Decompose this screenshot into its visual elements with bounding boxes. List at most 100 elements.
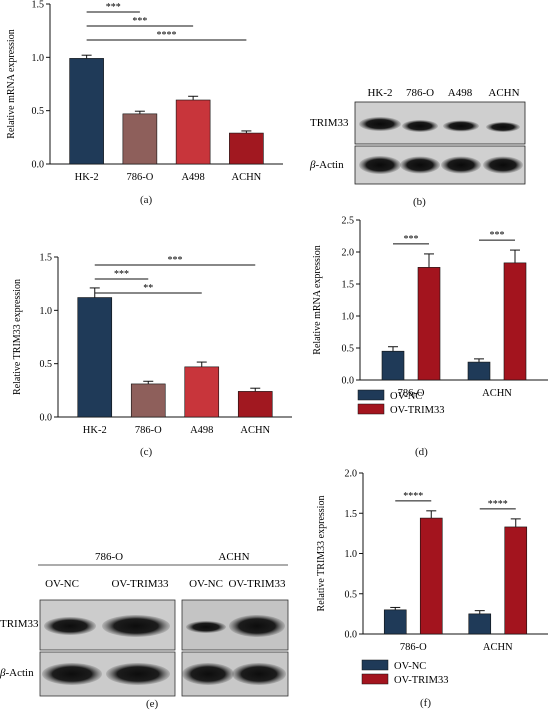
chart-c-bar-a498 — [184, 366, 220, 418]
chart-f-legend-label: OV-TRIM33 — [394, 675, 448, 686]
blot-b-row-trim33: TRIM33 — [310, 117, 349, 129]
blot-b-band-trim33-a498 — [443, 120, 479, 132]
chart-c-xtick-label: HK-2 — [83, 425, 107, 436]
panel-label-f: (f) — [420, 697, 431, 709]
chart-c-xtick-label: ACHN — [240, 425, 270, 436]
chart-c-bar-786-o — [130, 383, 166, 418]
chart-a-ytick-label: 1.0 — [32, 53, 45, 64]
chart-c-bar-achn — [237, 391, 273, 418]
blot-e-lane-ovnc-1: OV-NC — [45, 578, 79, 590]
chart-c-ytick-label: 1.5 — [40, 253, 53, 264]
chart-f-xtick-label: ACHN — [483, 642, 513, 653]
chart-c-sig-label: *** — [168, 255, 183, 266]
blot-b-lane-786o: 786-O — [406, 87, 434, 99]
blot-e-band-trim33-ovtrim-1 — [102, 615, 170, 637]
blot-b-lane-achn: ACHN — [488, 87, 519, 99]
blot-b-lane-hk2: HK-2 — [367, 87, 392, 99]
chart-d-bar-786-o-ov-nc — [381, 350, 405, 381]
blot-b-band-trim33-786o — [402, 120, 438, 132]
blot-e-svg: 786-O ACHN OV-NC OV-TRIM33 OV-NC OV-TRIM… — [0, 551, 289, 697]
blot-e-lane-ovnc-2: OV-NC — [189, 578, 223, 590]
chart-a-bar-hk-2 — [69, 58, 104, 165]
panel-label-e: (e) — [146, 698, 159, 710]
chart-f-bar-achn-ov-trim33 — [504, 526, 528, 635]
chart-f-legend-swatch — [361, 659, 389, 671]
panel-label-b: (b) — [413, 196, 426, 208]
chart-f-legend-label: OV-NC — [394, 661, 426, 672]
chart-a-bar-achn — [229, 132, 264, 165]
chart-a-xtick-label: 786-O — [126, 172, 153, 183]
chart-a-bar-786-o — [122, 113, 158, 165]
chart-d-ytick-label: 0.5 — [342, 344, 355, 355]
chart-d-bar-achn-ov-trim33 — [503, 262, 527, 381]
chart-c-sig-label: *** — [114, 269, 129, 280]
chart-a-ytick-label: 0.0 — [32, 160, 45, 171]
blot-e-band-actin-ovnc-2 — [182, 663, 234, 685]
chart-d-bar-achn-ov-nc — [467, 361, 491, 381]
blot-e-group-achn: ACHN — [218, 551, 249, 563]
blot-e-lane-ovtrim-2: OV-TRIM33 — [228, 578, 286, 590]
blot-e-band-trim33-ovnc-2 — [186, 621, 226, 633]
chart-f-ytick-label: 1.5 — [345, 509, 358, 520]
chart-d-xtick-label: ACHN — [482, 388, 512, 399]
chart-c-xtick-label: A498 — [190, 425, 213, 436]
chart-a-relative-mrna: 0.0 0.5 1.0 1.5 Relative mRNA expression HK-2… — [6, 0, 283, 183]
chart-a-ylabel: Relative mRNA expression — [6, 29, 17, 138]
chart-d-mrna-overexpression: 0.0 0.5 1.0 1.5 2.0 2.5 Relative mRNA expressi… — [312, 216, 548, 416]
blot-e-band-actin-ovtrim-2 — [232, 663, 286, 685]
chart-c-xtick-label: 786-O — [135, 425, 162, 436]
chart-d-legend-swatch — [357, 389, 385, 401]
chart-d-sig-label: *** — [490, 230, 505, 241]
chart-d-ylabel: Relative mRNA expression — [312, 245, 323, 354]
chart-d-legend-label: OV-NC — [390, 391, 422, 402]
chart-a-sig-label: **** — [157, 30, 177, 41]
panel-label-d: (d) — [415, 446, 428, 458]
chart-d-ytick-label: 1.5 — [342, 280, 355, 291]
western-blot-e: 786-O ACHN OV-NC OV-TRIM33 OV-NC OV-TRIM… — [0, 548, 290, 700]
chart-c-ytick-label: 0.5 — [40, 359, 53, 370]
blot-b-row-actin: β-Actin — [309, 159, 344, 171]
chart-f-sig-label: **** — [403, 491, 423, 502]
blot-b-band-actin-786o — [400, 156, 440, 174]
chart-c-bar-hk-2 — [77, 297, 113, 418]
chart-f-ylabel: Relative TRIM33 expression — [316, 496, 327, 612]
chart-d-legend-swatch — [357, 403, 385, 415]
chart-f-ytick-label: 2.0 — [345, 469, 358, 480]
chart-a-bar-a498 — [175, 99, 211, 165]
western-blot-b: HK-2 786-O A498 ACHN TRIM33 β-Actin — [300, 80, 550, 210]
panel-label-c: (c) — [140, 446, 153, 458]
blot-b-band-trim33-achn — [486, 122, 520, 132]
chart-a-xtick-label: A498 — [181, 172, 204, 183]
chart-f-ytick-label: 1.0 — [345, 549, 358, 560]
blot-b-band-actin-a498 — [441, 156, 481, 174]
chart-a-xtick-label: ACHN — [231, 172, 261, 183]
chart-c-sig-label: ** — [143, 283, 153, 294]
chart-c-ytick-label: 0.0 — [40, 413, 53, 424]
blot-b-band-actin-hk2 — [359, 156, 401, 174]
chart-d-ytick-label: 1.0 — [342, 312, 355, 323]
chart-a-sig-label: *** — [106, 2, 121, 13]
chart-f-bar-786-o-ov-nc — [383, 609, 407, 635]
panel-label-a: (a) — [140, 194, 153, 206]
blot-e-band-actin-ovtrim-1 — [106, 663, 170, 685]
blot-b-lane-a498: A498 — [448, 87, 473, 99]
chart-d-ytick-label: 0.0 — [342, 376, 355, 387]
chart-d-xtick-label: 786-O — [398, 388, 425, 399]
chart-c-ylabel: Relative TRIM33 expression — [12, 279, 23, 395]
chart-a-ytick-label: 0.5 — [32, 106, 45, 117]
blot-e-band-trim33-ovnc-1 — [44, 617, 96, 635]
chart-f-sig-label: **** — [488, 499, 508, 510]
chart-c-ytick-label: 1.0 — [40, 306, 53, 317]
chart-f-legend-swatch — [361, 673, 389, 685]
chart-a-xtick-label: HK-2 — [75, 172, 99, 183]
chart-d-sig-label: *** — [404, 234, 419, 245]
blot-b-band-trim33-hk2 — [359, 117, 401, 131]
chart-f-trim33-overexpression: 0.0 0.5 1.0 1.5 2.0 Relative TRIM33 expressio… — [316, 469, 548, 686]
chart-d-legend-label: OV-TRIM33 — [390, 405, 444, 416]
blot-e-row-trim33: TRIM33 — [0, 618, 39, 630]
chart-f-ytick-label: 0.0 — [345, 630, 358, 641]
chart-f-xtick-label: 786-O — [400, 642, 427, 653]
chart-d-ytick-label: 2.5 — [342, 216, 355, 227]
chart-f-ytick-label: 0.5 — [345, 589, 358, 600]
